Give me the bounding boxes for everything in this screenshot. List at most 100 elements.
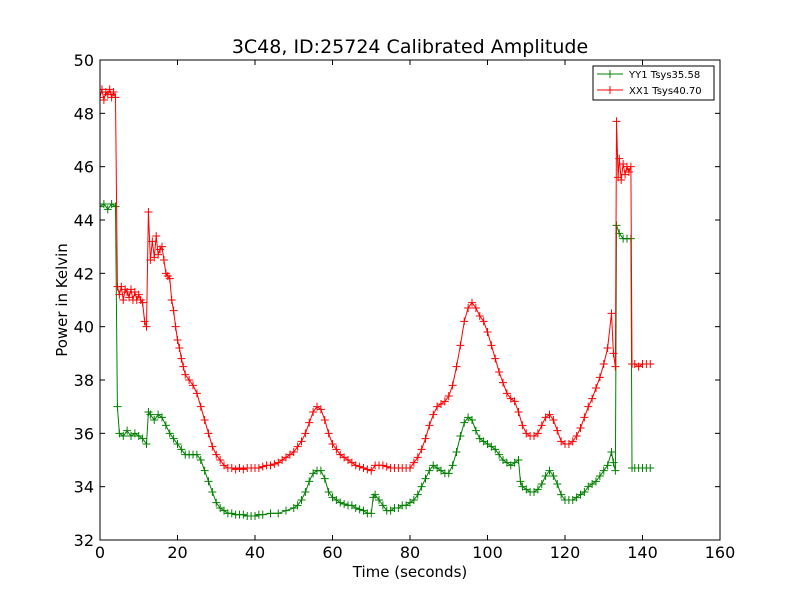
x-axis-label: Time (seconds) — [352, 563, 468, 581]
data-point — [421, 434, 430, 443]
data-point — [293, 501, 302, 510]
data-point — [483, 328, 492, 336]
data-point — [367, 509, 376, 518]
data-point — [196, 456, 205, 464]
data-point — [537, 480, 546, 488]
data-point — [231, 465, 240, 474]
data-point — [646, 360, 655, 368]
data-point — [553, 480, 562, 488]
data-point — [297, 496, 306, 504]
data-point — [409, 496, 418, 504]
y-tick-label: 34 — [74, 478, 94, 497]
data-point — [138, 434, 147, 443]
data-point — [609, 349, 618, 358]
data-point — [456, 341, 465, 350]
x-tick-label: 140 — [627, 543, 658, 562]
data-point — [611, 362, 620, 371]
data-point — [161, 421, 170, 430]
data-point — [196, 402, 205, 411]
data-point — [254, 464, 263, 472]
data-point — [624, 168, 633, 176]
legend-label: YY1 Tsys35.58 — [628, 70, 700, 81]
data-point — [502, 389, 511, 398]
data-point — [297, 437, 306, 446]
data-point — [607, 448, 616, 456]
data-point — [413, 453, 422, 462]
legend-entry: YY1 Tsys35.58 — [597, 70, 700, 81]
data-point — [274, 509, 283, 518]
data-point — [177, 354, 186, 363]
data-point — [119, 432, 128, 440]
data-point — [359, 464, 368, 472]
x-tick-label: 0 — [95, 543, 105, 562]
data-point — [138, 298, 147, 307]
data-point — [495, 450, 504, 459]
data-point — [355, 462, 364, 471]
data-point — [111, 202, 120, 211]
x-tick-label: 120 — [550, 543, 581, 562]
data-point — [177, 445, 186, 454]
data-point — [301, 429, 310, 438]
data-point — [293, 442, 302, 451]
data-point — [324, 429, 333, 438]
data-point — [266, 509, 275, 518]
data-point — [235, 464, 244, 472]
x-tick-label: 80 — [400, 543, 420, 562]
data-point — [282, 506, 290, 515]
legend-marker — [606, 70, 614, 78]
x-tick-label: 160 — [705, 543, 736, 562]
legend-entry: XX1 Tsys40.70 — [597, 86, 702, 97]
data-point — [425, 466, 434, 475]
data-point — [158, 413, 166, 422]
data-point — [204, 477, 213, 486]
data-point — [227, 509, 236, 518]
data-point — [316, 466, 325, 475]
data-point — [580, 488, 589, 496]
data-point — [615, 229, 624, 238]
data-point — [266, 461, 275, 470]
data-point — [316, 405, 325, 414]
data-point — [626, 162, 635, 171]
data-point — [109, 88, 118, 96]
data-point — [580, 413, 589, 422]
data-point — [367, 466, 376, 475]
y-axis: 32 34 36 38 40 42 44 46 48 50 — [74, 51, 720, 550]
data-point — [595, 472, 604, 480]
data-point — [607, 309, 616, 318]
data-point — [152, 232, 161, 240]
data-point — [452, 362, 461, 371]
data-point — [378, 501, 387, 510]
series-1 — [100, 85, 655, 475]
data-point — [549, 472, 558, 480]
data-point — [595, 373, 604, 382]
data-point — [212, 450, 221, 459]
data-point — [103, 205, 112, 214]
data-point — [181, 370, 190, 379]
data-point — [421, 474, 430, 483]
data-point — [409, 458, 418, 467]
data-point — [553, 426, 562, 435]
data-point — [115, 290, 124, 299]
data-point — [100, 202, 104, 211]
data-point — [615, 154, 624, 163]
data-point — [165, 429, 174, 438]
data-point — [336, 498, 345, 507]
data-point — [444, 392, 453, 400]
data-point — [320, 474, 329, 483]
series-layer — [100, 85, 655, 520]
data-point — [146, 410, 155, 419]
data-point — [159, 256, 168, 264]
data-point — [491, 445, 500, 454]
legend-box — [592, 65, 715, 101]
data-point — [603, 344, 612, 352]
data-point — [592, 477, 600, 486]
data-point — [239, 465, 248, 474]
data-point — [514, 456, 523, 464]
data-point — [612, 117, 621, 126]
y-tick-label: 46 — [74, 158, 94, 177]
data-point — [216, 456, 225, 464]
data-point — [251, 512, 259, 520]
data-point — [617, 176, 626, 184]
data-point — [471, 426, 480, 435]
